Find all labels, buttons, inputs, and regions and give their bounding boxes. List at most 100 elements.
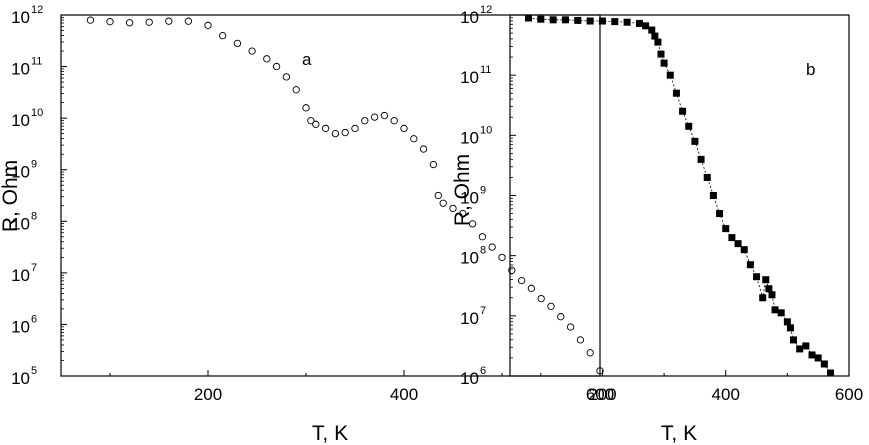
y-tick-exponent: 6	[31, 313, 37, 325]
data-point	[623, 18, 631, 26]
data-point	[808, 351, 816, 359]
y-tick-exponent: 11	[31, 56, 42, 68]
y-tick-label: 10	[460, 369, 479, 388]
data-markers	[86, 16, 604, 375]
data-point	[786, 324, 794, 332]
data-point	[557, 313, 565, 321]
plot-frame	[509, 14, 850, 377]
data-point	[586, 17, 594, 25]
data-point	[449, 204, 457, 213]
y-tick-label: 10	[460, 189, 479, 208]
x-tick-label: 200	[588, 385, 616, 404]
data-point	[282, 73, 291, 81]
data-point	[728, 234, 736, 242]
data-point	[746, 261, 754, 269]
data-point	[434, 191, 442, 200]
data-point	[410, 135, 418, 143]
data-point	[814, 354, 822, 362]
data-point	[361, 117, 369, 125]
data-point	[106, 18, 114, 26]
data-point	[233, 39, 242, 48]
y-tick-label: 10	[460, 309, 479, 328]
data-point	[517, 276, 526, 285]
data-point	[796, 345, 804, 353]
data-point	[703, 173, 711, 181]
data-point	[537, 294, 545, 303]
data-point	[165, 17, 173, 25]
data-point	[549, 16, 557, 24]
data-point	[439, 199, 447, 207]
data-point	[478, 233, 487, 241]
data-point	[709, 192, 717, 199]
data-point	[685, 122, 693, 130]
data-point	[783, 318, 791, 326]
data-point	[370, 113, 379, 121]
data-point	[771, 306, 779, 314]
data-point	[660, 59, 668, 67]
data-point	[722, 225, 730, 233]
data-point	[691, 137, 699, 145]
y-tick-label: 10	[11, 8, 30, 27]
data-point	[768, 291, 776, 299]
data-point	[566, 323, 575, 331]
y-tick-label: 10	[11, 369, 30, 388]
panel-label: b	[806, 60, 815, 79]
data-point	[716, 210, 724, 218]
data-point	[790, 336, 798, 344]
x-tick-label: 200	[194, 385, 222, 404]
data-point	[86, 16, 95, 24]
y-tick-exponent: 8	[480, 245, 486, 257]
x-tick-label: 600	[586, 385, 614, 404]
data-point	[400, 124, 408, 133]
data-point	[561, 16, 569, 24]
y-tick-exponent: 8	[31, 210, 37, 222]
data-point	[762, 276, 770, 284]
data-point	[642, 22, 650, 30]
y-tick-label: 10	[460, 249, 479, 268]
data-point	[527, 284, 536, 292]
x-tick-label: 400	[390, 385, 418, 404]
y-tick-exponent: 11	[480, 64, 491, 76]
data-point	[302, 104, 310, 112]
data-point	[651, 32, 659, 40]
data-point	[351, 124, 359, 133]
data-point	[331, 129, 340, 138]
data-point	[697, 155, 705, 163]
y-tick-exponent: 9	[31, 159, 37, 171]
data-point	[734, 240, 742, 248]
data-point	[820, 360, 828, 368]
data-point	[321, 124, 330, 133]
y-tick-label: 10	[11, 60, 30, 79]
y-tick-label: 10	[11, 266, 30, 285]
data-point	[802, 342, 810, 350]
data-point	[390, 117, 398, 125]
data-point	[204, 21, 212, 29]
x-tick-label: 600	[835, 385, 863, 404]
y-tick-exponent: 10	[480, 124, 492, 136]
data-point	[248, 47, 256, 55]
data-point	[654, 38, 662, 46]
data-point	[598, 17, 606, 25]
data-point	[419, 145, 428, 153]
data-point	[547, 302, 555, 311]
y-tick-exponent: 5	[31, 365, 37, 377]
x-tick-label: 400	[712, 385, 740, 404]
y-tick-exponent: 9	[480, 185, 486, 197]
data-point	[219, 31, 227, 40]
y-tick-label: 10	[460, 128, 479, 147]
data-point	[125, 19, 134, 27]
y-tick-label: 10	[11, 163, 30, 182]
data-point	[635, 19, 643, 27]
data-point	[184, 17, 193, 25]
y-tick-exponent: 7	[31, 262, 37, 274]
data-point	[679, 107, 687, 115]
data-point	[498, 253, 506, 262]
data-point	[765, 285, 773, 293]
data-point	[312, 120, 320, 128]
y-tick-label: 10	[11, 317, 30, 336]
